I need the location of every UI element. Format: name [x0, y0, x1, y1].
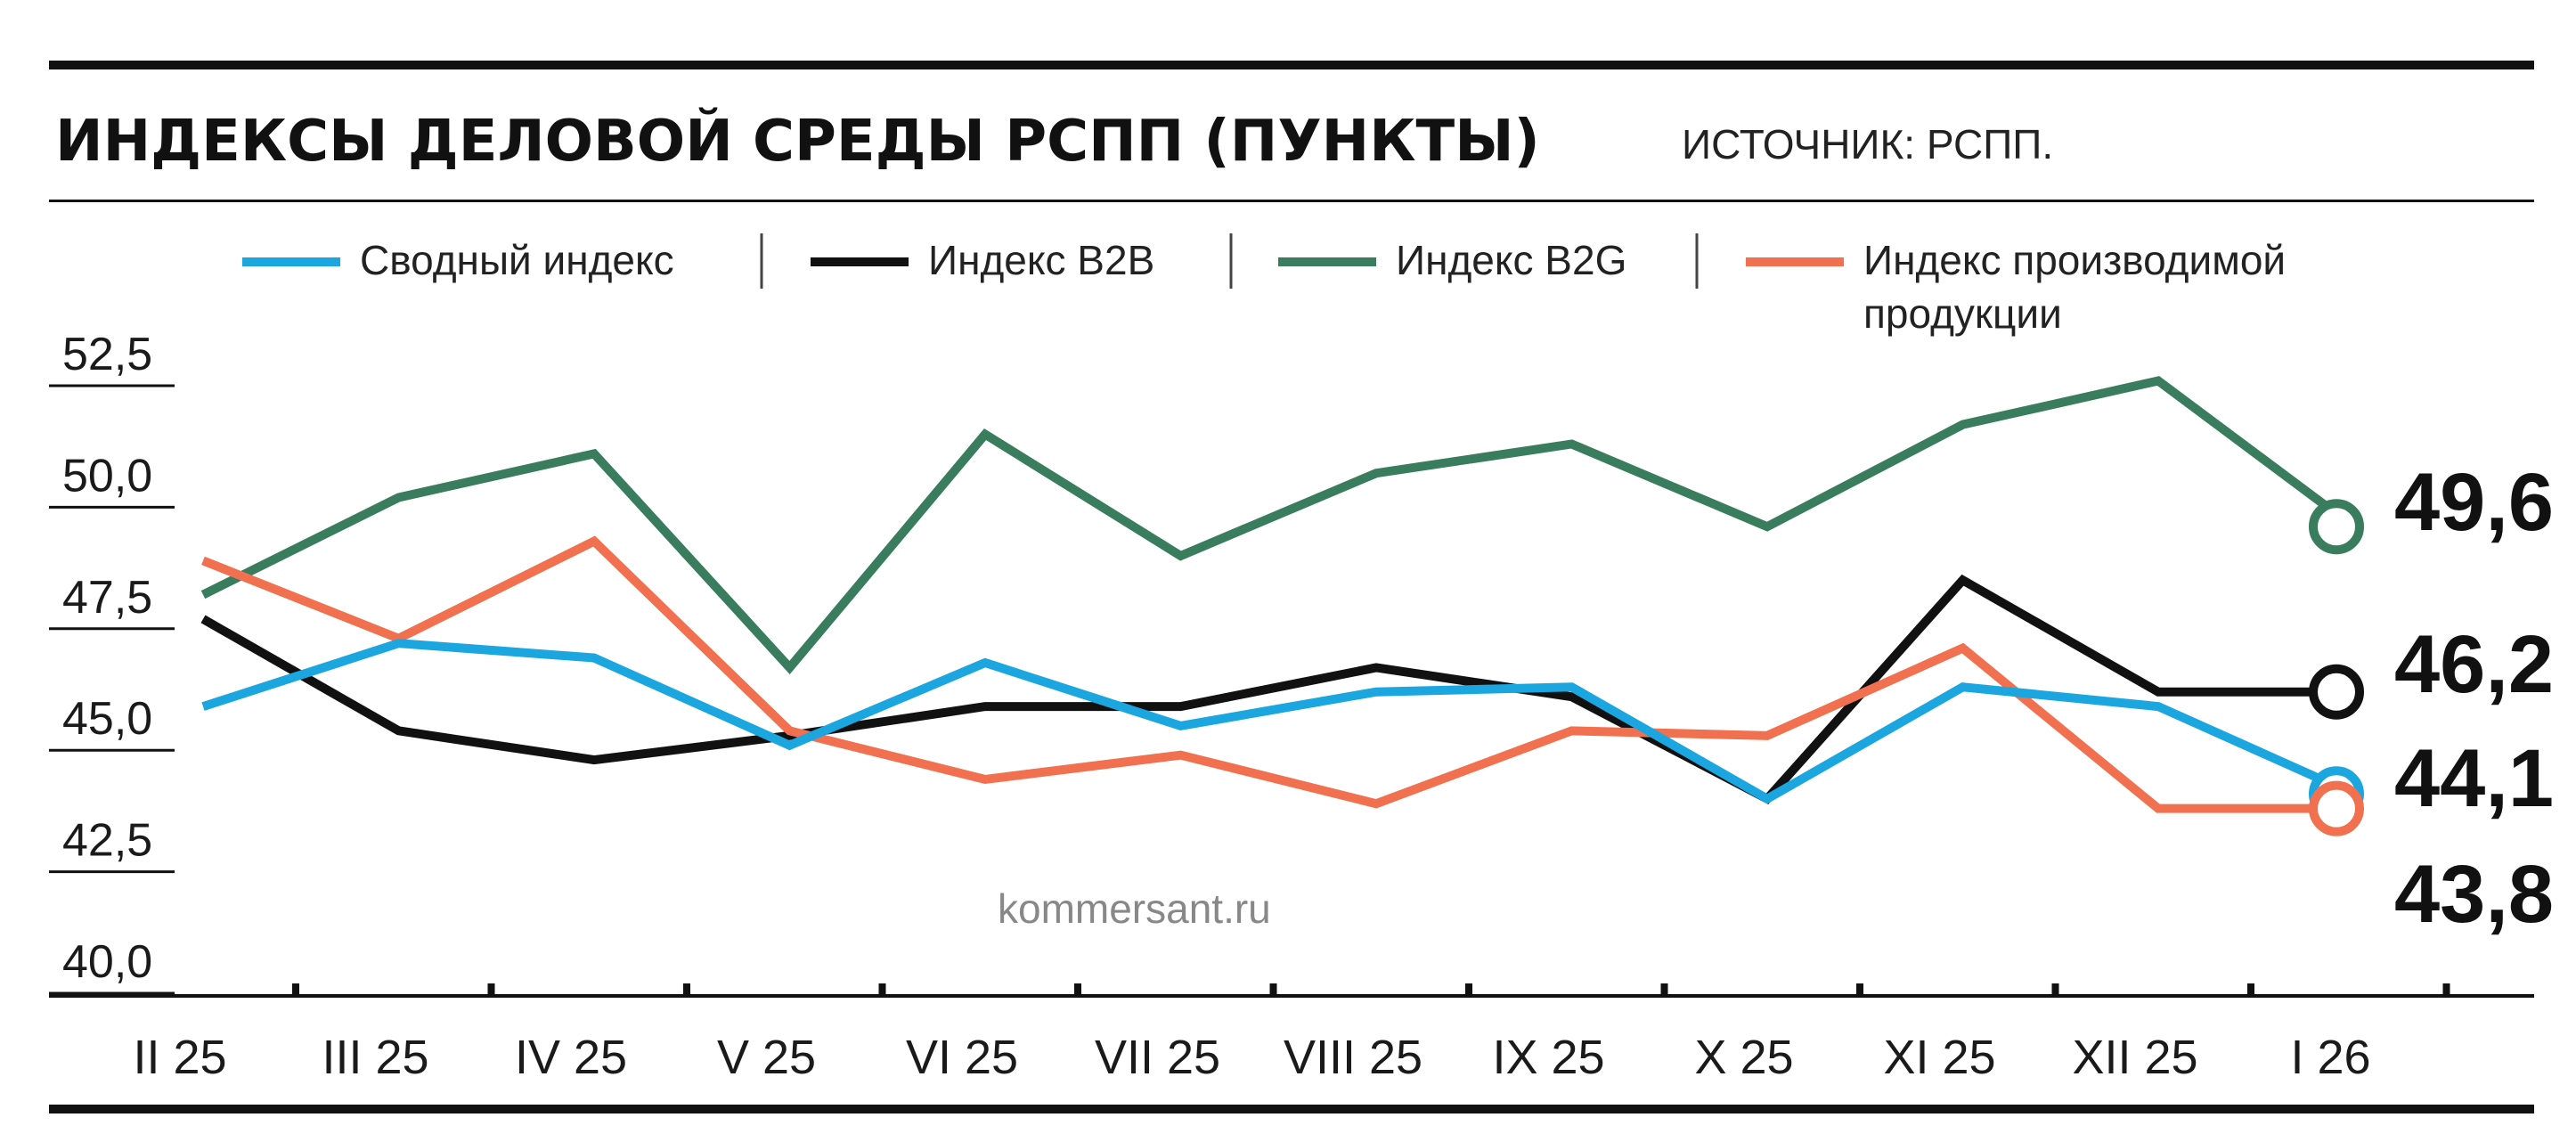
- y-tick-label: 40,0: [62, 936, 152, 988]
- watermark: kommersant.ru: [998, 885, 1271, 932]
- x-tick-label: VI 25: [906, 1031, 1018, 1084]
- end-value-label-3: 43,8: [2394, 849, 2554, 940]
- end-marker-2: [2309, 499, 2364, 555]
- y-tick-label: 42,5: [62, 815, 152, 867]
- x-tick-label: XI 25: [1883, 1031, 1995, 1084]
- x-tick-label: VIII 25: [1284, 1031, 1423, 1084]
- end-marker-3: [2309, 780, 2364, 836]
- x-tick-label: III 25: [322, 1031, 428, 1084]
- end-value-label-2: 49,6: [2394, 457, 2554, 548]
- y-axis: 52,5 50,0 47,5 45,0 42,5 40,0: [49, 329, 175, 995]
- series-line-0: [201, 639, 2356, 804]
- x-tick-label: V 25: [717, 1031, 816, 1084]
- x-tick-label: IX 25: [1492, 1031, 1604, 1084]
- series-group: [200, 376, 2357, 813]
- header-divider: [49, 200, 2534, 202]
- legend-label-3: Индекс производимой: [1863, 237, 2286, 283]
- series-line-2: [200, 376, 2357, 675]
- chart-title: ИНДЕКСЫ ДЕЛОВОЙ СРЕДЫ РСПП (ПУНКТЫ): [55, 107, 1540, 175]
- legend-label-0: Сводный индекс: [360, 237, 674, 283]
- y-tick-label: 52,5: [62, 329, 152, 380]
- legend: Сводный индекс Индекс B2B Индекс B2G Индекс…: [242, 233, 2286, 337]
- y-tick-label: 47,5: [62, 572, 152, 624]
- x-tick-label: IV 25: [515, 1031, 627, 1084]
- top-rule: [49, 61, 2534, 69]
- end-value-label-1: 46,2: [2394, 619, 2554, 710]
- legend-label-3-b: продукции: [1863, 290, 2062, 337]
- legend-label-1: Индекс B2B: [928, 237, 1154, 283]
- end-marker-1: [2309, 664, 2364, 720]
- x-axis: II 25 III 25 IV 25 V 25 VI 25 VII 25 VIII 25 IX…: [49, 983, 2534, 1084]
- x-tick-label: X 25: [1694, 1031, 1793, 1084]
- chart-source: ИСТОЧНИК: РСПП.: [1682, 121, 2053, 167]
- bottom-rule: [49, 1105, 2534, 1113]
- y-tick-label: 45,0: [62, 693, 152, 745]
- x-tick-label: VII 25: [1095, 1031, 1220, 1084]
- end-labels: 49,6 46,2 44,1 43,8: [2309, 457, 2554, 940]
- series-line-3: [201, 535, 2354, 813]
- x-tick-label: XII 25: [2072, 1031, 2197, 1084]
- series-line-1: [200, 574, 2354, 804]
- x-tick-label: II 25: [133, 1031, 226, 1084]
- x-tick-label: I 26: [2290, 1031, 2370, 1084]
- legend-label-2: Индекс B2G: [1396, 237, 1626, 283]
- y-tick-label: 50,0: [62, 450, 152, 502]
- end-value-label-0: 44,1: [2394, 733, 2554, 824]
